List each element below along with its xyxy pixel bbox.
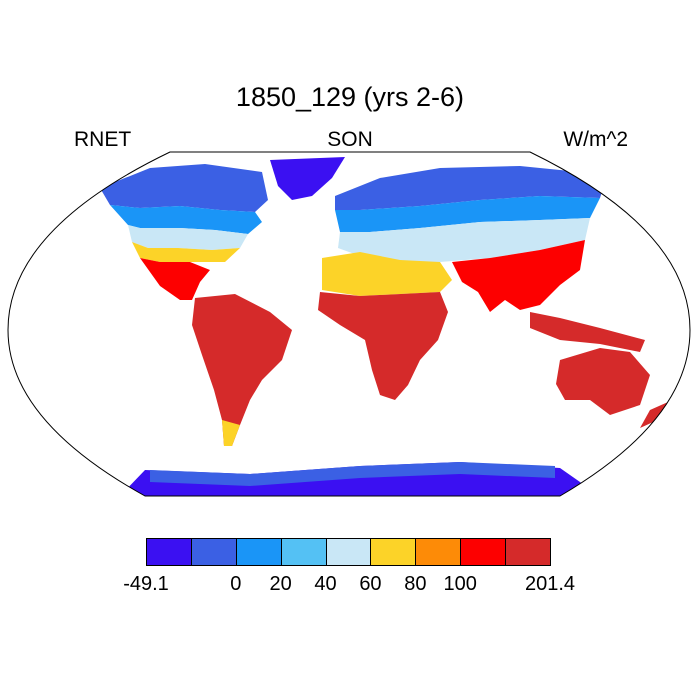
colorbar-tick-label: 40 xyxy=(314,573,337,595)
north-america-cool xyxy=(128,225,248,250)
south-america-tip xyxy=(222,420,240,446)
maritime-continent xyxy=(530,312,645,352)
units-label: W/m^2 xyxy=(563,128,628,151)
colorbar-tick-label: 20 xyxy=(269,573,292,595)
eurasia-cool xyxy=(338,218,590,262)
map-boundary xyxy=(7,151,691,497)
colorbar xyxy=(146,538,551,568)
colorbar-tick-label: 100 xyxy=(443,573,477,595)
north-america-north xyxy=(100,164,268,212)
land-fills xyxy=(100,157,668,496)
colorbar-tick-label: 201.4 xyxy=(524,573,576,595)
colorbar-segment xyxy=(325,538,372,566)
season-label: SON xyxy=(327,128,373,151)
colorbar-tick-label: 80 xyxy=(404,573,427,595)
eurasia-mid xyxy=(335,196,600,232)
africa-north xyxy=(322,252,452,296)
colorbar-segment xyxy=(280,538,327,566)
antarctica-coast xyxy=(150,462,555,486)
north-america-warm xyxy=(132,242,240,262)
colorbar-segment xyxy=(370,538,417,566)
south-america xyxy=(192,294,292,446)
new-zealand xyxy=(640,402,668,428)
variable-label: RNET xyxy=(74,128,132,151)
australia xyxy=(556,348,650,415)
colorbar-segment xyxy=(190,538,237,566)
colorbar-segment xyxy=(415,538,462,566)
greenland xyxy=(270,157,345,200)
colorbar-segment xyxy=(460,538,507,566)
colorbar-tick-label: 60 xyxy=(359,573,382,595)
central-america xyxy=(140,258,210,300)
north-america-mid xyxy=(110,205,262,234)
south-asia xyxy=(452,240,585,312)
africa-south xyxy=(318,292,448,400)
eurasia-north xyxy=(335,166,605,210)
plot-title: 1850_129 (yrs 2-6) xyxy=(235,82,465,112)
colorbar-segment xyxy=(146,538,192,566)
colorbar-tick-label: 0 xyxy=(230,573,242,595)
colorbar-segment xyxy=(505,538,551,566)
colorbar-tick-label: -49.1 xyxy=(123,573,169,595)
colorbar-segment xyxy=(235,538,282,566)
